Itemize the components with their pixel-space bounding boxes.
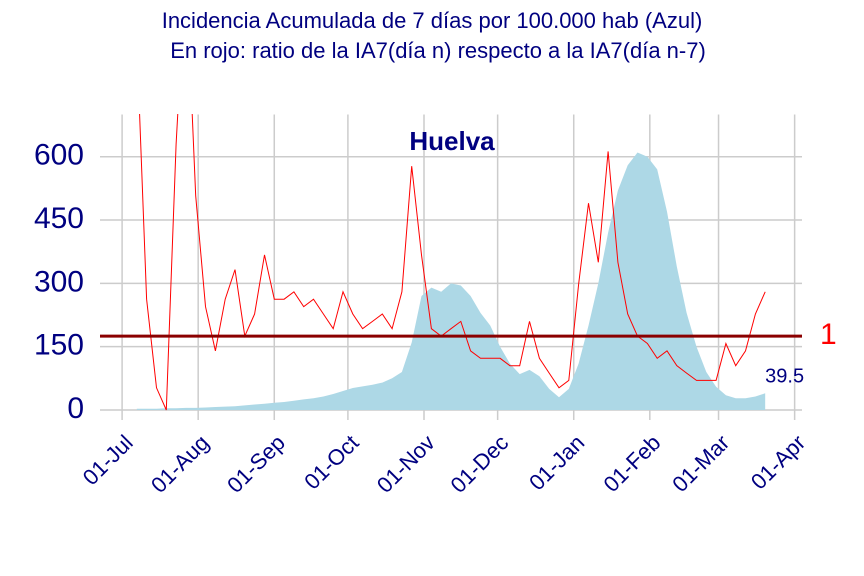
y-tick-label: 450 [34,202,84,235]
chart-title: Incidencia Acumulada de 7 días por 100.0… [162,8,703,33]
y-tick-label: 150 [34,329,84,362]
x-tick-label: 01-Jan [524,430,589,495]
y-tick-label: 0 [67,392,84,425]
chart-subtitle: En rojo: ratio de la IA7(día n) respecto… [170,38,706,63]
x-tick-label: 01-Dec [445,430,513,498]
x-tick-label: 01-Aug [146,430,214,498]
x-tick-label: 01-Apr [746,430,810,494]
x-tick-label: 01-Jul [78,430,138,490]
incidence-area [136,152,766,410]
last-value-label: 39.5 [765,366,804,388]
ratio-line [139,114,766,411]
x-tick-label: 01-Feb [598,430,665,497]
y2-tick-label: 1 [820,318,837,351]
x-tick-label: 01-Oct [299,430,363,494]
x-tick-label: 01-Sep [222,430,290,498]
y-tick-label: 600 [34,139,84,172]
y-tick-label: 300 [34,265,84,298]
x-tick-label: 01-Nov [372,430,440,498]
annotation: Huelva [409,126,495,156]
x-tick-label: 01-Mar [667,430,734,497]
